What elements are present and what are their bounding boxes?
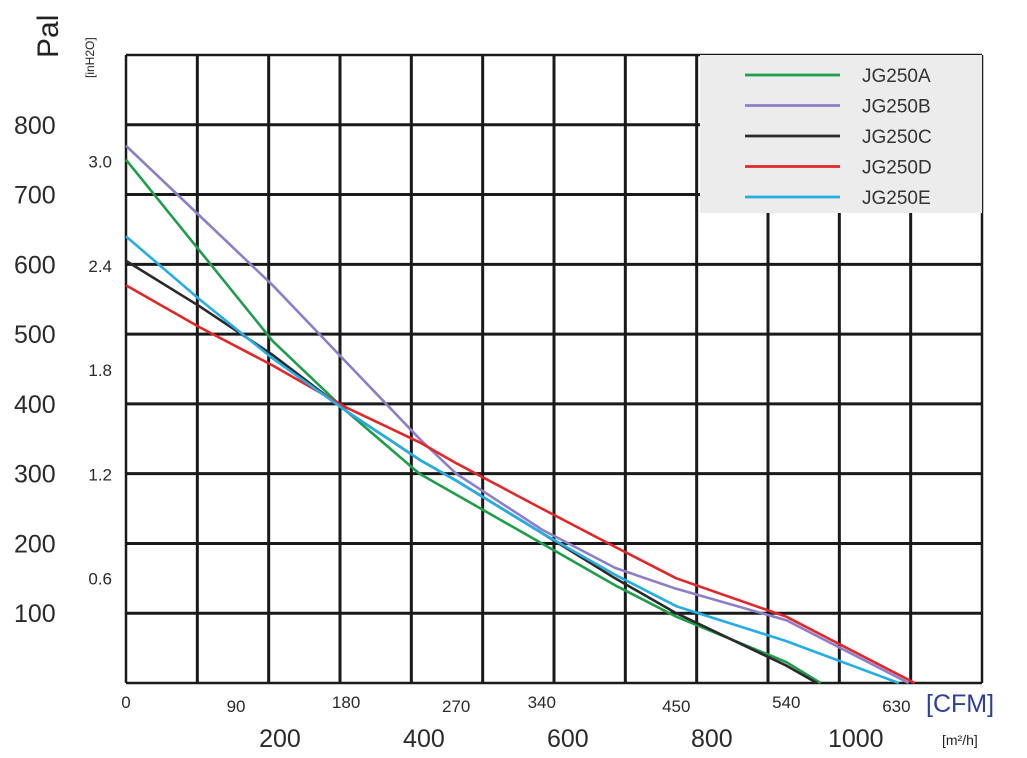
- y-tick-inh2o-label: 2.4: [88, 257, 112, 276]
- x-tick-m3h-label: 1000: [828, 725, 884, 753]
- x-tick-m3h-label: 200: [259, 725, 301, 753]
- series-line-jg250a: [124, 158, 822, 685]
- y-tick-inh2o-label: 3.0: [88, 153, 112, 172]
- y-axis-label-pa: Pal: [32, 15, 65, 58]
- legend-label-jg250d: JG250D: [862, 158, 932, 179]
- legend-label-jg250b: JG250B: [862, 97, 931, 118]
- x-axis-label-cfm: [CFM]: [926, 690, 994, 718]
- x-tick-m3h-label: 600: [547, 725, 589, 753]
- y-tick-inh2o-label: 1.8: [88, 361, 112, 380]
- x-tick-cfm-label: 340: [528, 693, 556, 712]
- series-line-jg250d: [125, 284, 916, 685]
- series-line-jg250e: [125, 235, 900, 685]
- x-tick-m3h-label: 800: [691, 725, 733, 753]
- y-tick-pa-label: 200: [14, 530, 56, 558]
- y-tick-pa-label: 100: [14, 600, 56, 628]
- legend-label-jg250c: JG250C: [862, 127, 932, 148]
- x-tick-m3h-label: 400: [403, 725, 445, 753]
- y-tick-pa-label: 400: [14, 391, 56, 419]
- x-tick-cfm-label: 90: [227, 697, 246, 716]
- x-tick-cfm-label: 180: [332, 693, 360, 712]
- y-tick-pa-label: 300: [14, 461, 56, 489]
- y-tick-inh2o-label: 1.2: [88, 465, 112, 484]
- y-tick-pa-label: 700: [14, 182, 56, 210]
- x-axis-label-m3h: [m²/h]: [942, 732, 978, 748]
- y-tick-pa-label: 600: [14, 251, 56, 279]
- y-tick-pa-label: 500: [14, 321, 56, 349]
- y-tick-inh2o-label: 0.6: [88, 570, 112, 589]
- x-tick-cfm-label: 630: [882, 697, 910, 716]
- x-tick-cfm-label: 0: [121, 693, 130, 712]
- chart-axis-labels: 800 700 600 500 400 300 200 100 3.0 2.4 1.8 1.2 0.6 P…: [14, 15, 994, 753]
- chart-series-lines: [124, 144, 916, 685]
- x-tick-cfm-label: 450: [662, 697, 690, 716]
- chart-legend: JG250A JG250B JG250C JG250D JG250E: [700, 55, 982, 213]
- y-tick-pa-label: 800: [14, 112, 56, 140]
- y-axis-label-inh2o: [inH2O]: [83, 37, 97, 78]
- legend-label-jg250a: JG250A: [862, 66, 931, 87]
- series-line-jg250b: [125, 144, 910, 685]
- legend-label-jg250e: JG250E: [862, 188, 931, 209]
- legend-box: [700, 55, 982, 213]
- x-tick-cfm-label: 270: [442, 697, 470, 716]
- x-tick-cfm-label: 540: [772, 693, 800, 712]
